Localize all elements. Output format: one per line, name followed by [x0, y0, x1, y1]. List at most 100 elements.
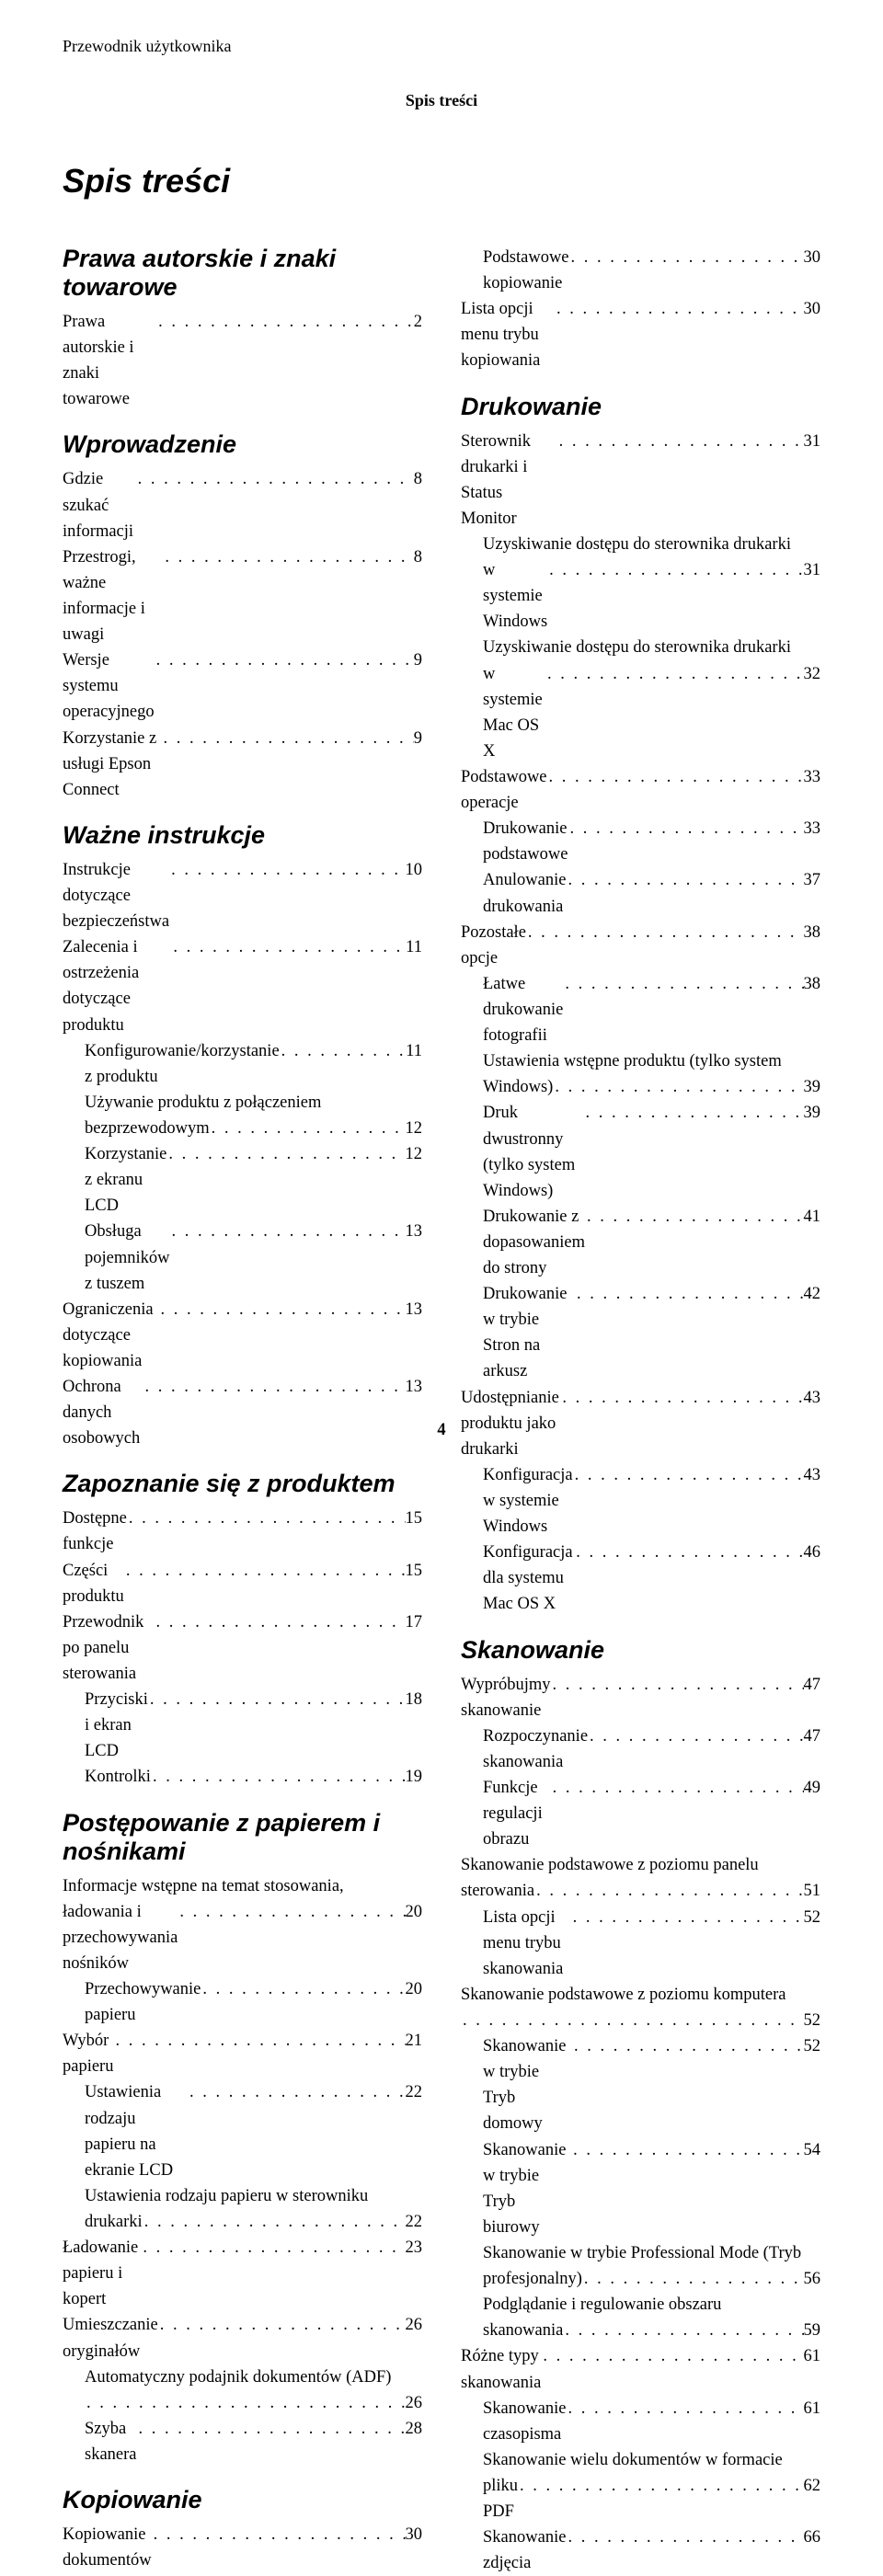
toc-entry[interactable]: Lista opcji menu trybu kopiowania. . . .… [461, 296, 820, 373]
toc-entry[interactable]: Skanowanie w trybie Tryb biurowy. . . . … [483, 2137, 820, 2240]
toc-entry[interactable]: Ustawienia rodzaju papieru w sterownikud… [85, 2183, 422, 2235]
toc-entry[interactable]: Skanowanie podstawowe z poziomu panelust… [461, 1852, 820, 1904]
toc-entry-page: 11 [406, 934, 422, 960]
toc-entry[interactable]: Łatwe drukowanie fotografii. . . . . . .… [483, 971, 820, 1048]
toc-leader-dots: . . . . . . . . . . . . . . . . . . . . … [127, 1506, 406, 1531]
toc-entry[interactable]: Przewodnik po panelu sterowania. . . . .… [63, 1609, 422, 1687]
toc-entry[interactable]: Skanowanie w trybie Professional Mode (T… [483, 2240, 820, 2292]
toc-entry[interactable]: Konfiguracja w systemie Windows. . . . .… [483, 1462, 820, 1540]
toc-entry[interactable]: Korzystanie z usługi Epson Connect. . . … [63, 726, 422, 803]
toc-section-heading[interactable]: Skanowanie [461, 1636, 820, 1665]
toc-leader-dots: . . . . . . . . . . . . . . . . . . . . … [566, 2524, 803, 2550]
toc-entry[interactable]: Skanowanie w trybie Tryb domowy. . . . .… [483, 2033, 820, 2136]
toc-entry-label: Konfigurowanie/korzystanie z produktu [85, 1038, 280, 1090]
toc-leader-dots: . . . . . . . . . . . . . . . . . . . . … [563, 2318, 803, 2343]
toc-entry[interactable]: Uzyskiwanie dostępu do sterownika drukar… [483, 532, 820, 635]
toc-entry[interactable]: Używanie produktu z połączeniembezprzewo… [85, 1090, 422, 1141]
toc-entry-label: Skanowanie zdjęcia [483, 2524, 566, 2576]
toc-entry-page: 26 [406, 2312, 423, 2338]
toc-entry[interactable]: Ustawienia wstępne produktu (tylko syste… [483, 1048, 820, 1100]
toc-entry[interactable]: Lista opcji menu trybu skanowania. . . .… [483, 1905, 820, 1982]
toc-entry[interactable]: Automatyczny podajnik dokumentów (ADF). … [85, 2364, 422, 2416]
toc-entry-label: Wypróbujmy skanowanie [461, 1672, 551, 1723]
toc-leader-dots: . . . . . . . . . . . . . . . . . . . . … [568, 816, 803, 841]
toc-entry[interactable]: Funkcje regulacji obrazu. . . . . . . . … [483, 1775, 820, 1852]
toc-entry-page: 59 [804, 2318, 821, 2343]
toc-entry[interactable]: Kontrolki. . . . . . . . . . . . . . . .… [85, 1764, 422, 1790]
toc-entry-label: Wersje systemu operacyjnego [63, 647, 155, 725]
toc-section-heading[interactable]: Kopiowanie [63, 2486, 422, 2514]
toc-entry[interactable]: Konfigurowanie/korzystanie z produktu. .… [85, 1038, 422, 1090]
toc-leader-dots: . . . . . . . . . . . . . . . . . . . . … [575, 1281, 803, 1307]
toc-leader-dots: . . . . . . . . . . . . . . . . . . . . … [563, 971, 803, 997]
toc-leader-dots: . . . . . . . . . . . . . . . . . . . . … [547, 557, 803, 583]
toc-entry[interactable]: Przyciski i ekran LCD. . . . . . . . . .… [85, 1687, 422, 1764]
toc-entry[interactable]: Umieszczanie oryginałów. . . . . . . . .… [63, 2312, 422, 2364]
toc-entry[interactable]: Rozpoczynanie skanowania. . . . . . . . … [483, 1723, 820, 1775]
toc-entry-page: 32 [804, 661, 821, 687]
toc-entry[interactable]: Uzyskiwanie dostępu do sterownika drukar… [483, 635, 820, 764]
toc-entry[interactable]: Ładowanie papieru i kopert. . . . . . . … [63, 2235, 422, 2312]
toc-entry[interactable]: Anulowanie drukowania. . . . . . . . . .… [483, 867, 820, 919]
toc-entry[interactable]: Ustawienia rodzaju papieru na ekranie LC… [85, 2079, 422, 2182]
toc-leader-dots: . . . . . . . . . . . . . . . . . . . . … [143, 1374, 405, 1400]
toc-entry[interactable]: Wybór papieru. . . . . . . . . . . . . .… [63, 2028, 422, 2079]
toc-section-heading[interactable]: Prawa autorskie i znaki towarowe [63, 245, 422, 302]
toc-entry[interactable]: Wypróbujmy skanowanie. . . . . . . . . .… [461, 1672, 820, 1723]
toc-section-heading[interactable]: Zapoznanie się z produktem [63, 1470, 422, 1498]
toc-entry-label: Konfiguracja dla systemu Mac OS X [483, 1540, 574, 1617]
toc-entry-label: Łatwe drukowanie fotografii [483, 971, 563, 1048]
toc-entry-label: Ustawienia wstępne produktu (tylko syste… [483, 1048, 820, 1074]
toc-entry[interactable]: Zalecenia i ostrzeżenia dotyczące produk… [63, 934, 422, 1037]
toc-section-heading[interactable]: Ważne instrukcje [63, 821, 422, 850]
toc-section-heading[interactable]: Drukowanie [461, 393, 820, 421]
toc-entry-page: 15 [406, 1506, 423, 1531]
toc-entry[interactable]: Przestrogi, ważne informacje i uwagi. . … [63, 544, 422, 647]
toc-entry-page: 39 [804, 1100, 821, 1126]
toc-entry[interactable]: Prawa autorskie i znaki towarowe. . . . … [63, 309, 422, 412]
toc-entry[interactable]: Sterownik drukarki i Status Monitor. . .… [461, 429, 820, 532]
toc-entry[interactable]: Podstawowe kopiowanie. . . . . . . . . .… [483, 245, 820, 296]
toc-entry[interactable]: Wersje systemu operacyjnego. . . . . . .… [63, 647, 422, 725]
toc-entry[interactable]: Drukowanie w trybie Stron na arkusz. . .… [483, 1281, 820, 1384]
toc-entry[interactable]: Skanowanie wielu dokumentów w formaciepl… [483, 2447, 820, 2524]
toc-entry[interactable]: Informacje wstępne na temat stosowania,ł… [63, 1873, 422, 1976]
toc-leader-dots: . . . . . . . . . . . . . . . . . . . . … [571, 2137, 803, 2163]
toc-entry[interactable]: Przechowywanie papieru. . . . . . . . . … [85, 1976, 422, 2028]
toc-entry[interactable]: Części produktu. . . . . . . . . . . . .… [63, 1558, 422, 1609]
toc-entry[interactable]: Gdzie szukać informacji. . . . . . . . .… [63, 466, 422, 544]
toc-entry[interactable]: Konfiguracja dla systemu Mac OS X. . . .… [483, 1540, 820, 1617]
toc-entry[interactable]: Druk dwustronny (tylko system Windows). … [483, 1100, 820, 1203]
toc-section-heading[interactable]: Postępowanie z papierem i nośnikami [63, 1809, 422, 1866]
toc-entry-page: 13 [406, 1297, 423, 1322]
toc-entry-page: 49 [804, 1775, 821, 1801]
toc-entry[interactable]: Pozostałe opcje. . . . . . . . . . . . .… [461, 920, 820, 971]
toc-entry[interactable]: Skanowanie czasopisma. . . . . . . . . .… [483, 2396, 820, 2447]
toc-entry[interactable]: Podglądanie i regulowanie obszaruskanowa… [483, 2292, 820, 2343]
toc-entry[interactable]: Różne typy skanowania. . . . . . . . . .… [461, 2343, 820, 2395]
toc-section-heading[interactable]: Wprowadzenie [63, 430, 422, 459]
toc-entry[interactable]: Drukowanie z dopasowaniem do strony. . .… [483, 1204, 820, 1281]
toc-entry[interactable]: Podstawowe operacje. . . . . . . . . . .… [461, 764, 820, 816]
toc-entry[interactable]: Dostępne funkcje. . . . . . . . . . . . … [63, 1506, 422, 1557]
toc-entry[interactable]: Skanowanie podstawowe z poziomu komputer… [461, 1982, 820, 2033]
toc-entry[interactable]: Instrukcje dotyczące bezpieczeństwa. . .… [63, 857, 422, 934]
toc-entry[interactable]: Korzystanie z ekranu LCD. . . . . . . . … [85, 1141, 422, 1219]
toc-entry[interactable]: Skanowanie zdjęcia. . . . . . . . . . . … [483, 2524, 820, 2576]
toc-entry[interactable]: Szyba skanera. . . . . . . . . . . . . .… [85, 2416, 422, 2467]
toc-entry-label: Skanowanie w trybie Professional Mode (T… [483, 2240, 820, 2266]
toc-leader-dots: . . . . . . . . . . . . . . . . . . . . … [148, 1687, 406, 1712]
toc-entry-page: 9 [414, 726, 422, 751]
toc-leader-dots: . . . . . . . . . . . . . . . . . . . . … [572, 2033, 804, 2059]
toc-leader-dots: . . . . . . . . . . . . . . . . . . . . … [534, 1878, 803, 1904]
toc-entry[interactable]: Obsługa pojemników z tuszem. . . . . . .… [85, 1219, 422, 1296]
toc-leader-dots: . . . . . . . . . . . . . . . . . . . . … [162, 726, 414, 751]
toc-entry-page: 9 [414, 647, 422, 673]
toc-entry-page: 8 [414, 466, 422, 492]
toc-entry[interactable]: Ograniczenia dotyczące kopiowania. . . .… [63, 1297, 422, 1374]
toc-entry-label: Przechowywanie papieru [85, 1976, 201, 2028]
toc-entry[interactable]: Kopiowanie dokumentów. . . . . . . . . .… [63, 2522, 422, 2573]
toc-entry-page: 13 [406, 1219, 423, 1244]
toc-entry[interactable]: Drukowanie podstawowe. . . . . . . . . .… [483, 816, 820, 867]
toc-leader-dots: . . . . . . . . . . . . . . . . . . . . … [136, 466, 414, 492]
